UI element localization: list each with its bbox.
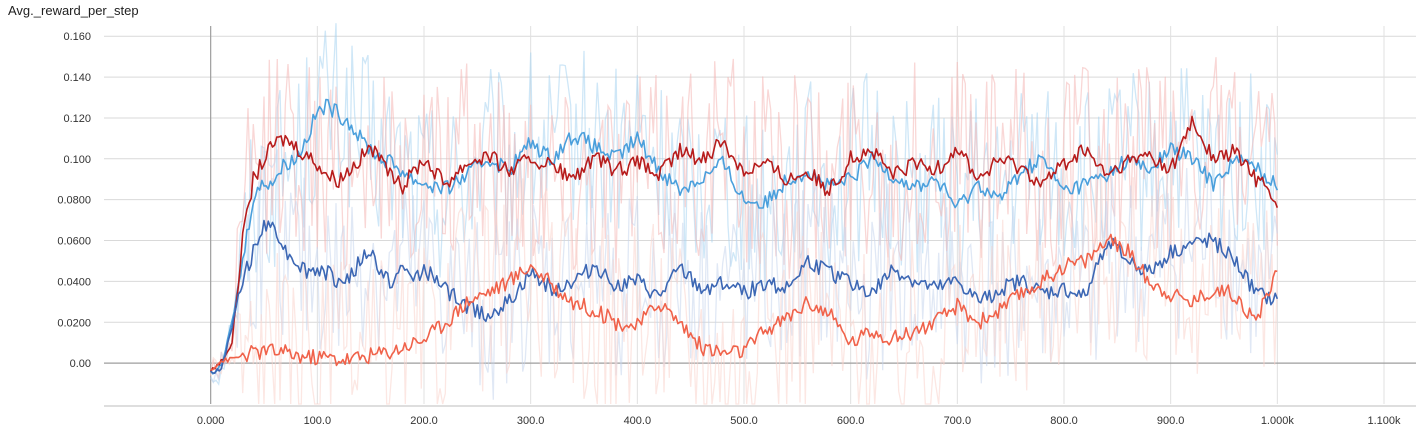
x-tick-label: 700.0 bbox=[944, 415, 972, 427]
x-tick-label: 900.0 bbox=[1157, 415, 1185, 427]
x-tick-label: 100.0 bbox=[304, 415, 332, 427]
y-tick-label: 0.160 bbox=[63, 31, 91, 43]
y-tick-label: 0.0600 bbox=[57, 236, 91, 248]
y-tick-label: 0.100 bbox=[63, 154, 91, 166]
x-tick-label: 300.0 bbox=[517, 415, 545, 427]
x-tick-label: 0.000 bbox=[197, 415, 225, 427]
x-tick-label: 600.0 bbox=[837, 415, 865, 427]
y-tick-label: 0.0400 bbox=[57, 276, 91, 288]
y-tick-label: 0.140 bbox=[63, 72, 91, 84]
y-tick-label: 0.120 bbox=[63, 113, 91, 125]
y-tick-label: 0.0800 bbox=[57, 195, 91, 207]
x-tick-label: 800.0 bbox=[1050, 415, 1078, 427]
series-raw-line bbox=[210, 164, 1278, 405]
x-tick-label: 1.100k bbox=[1367, 415, 1401, 427]
x-tick-label: 500.0 bbox=[730, 415, 758, 427]
x-tick-label: 200.0 bbox=[410, 415, 438, 427]
x-tick-label: 1.000k bbox=[1261, 415, 1295, 427]
series-line bbox=[210, 98, 1279, 375]
x-tick-label: 400.0 bbox=[624, 415, 652, 427]
series-raw-line bbox=[210, 57, 1278, 381]
y-tick-label: 0.0200 bbox=[57, 317, 91, 329]
chart-title: Avg._reward_per_step bbox=[8, 3, 139, 18]
series-line bbox=[210, 233, 1278, 371]
y-tick-label: 0.00 bbox=[70, 358, 91, 370]
series-line bbox=[210, 219, 1279, 374]
series-line bbox=[210, 115, 1279, 372]
